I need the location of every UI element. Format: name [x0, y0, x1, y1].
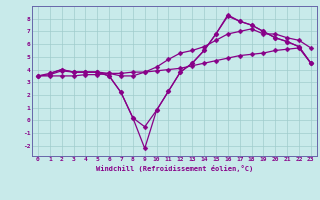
- X-axis label: Windchill (Refroidissement éolien,°C): Windchill (Refroidissement éolien,°C): [96, 165, 253, 172]
